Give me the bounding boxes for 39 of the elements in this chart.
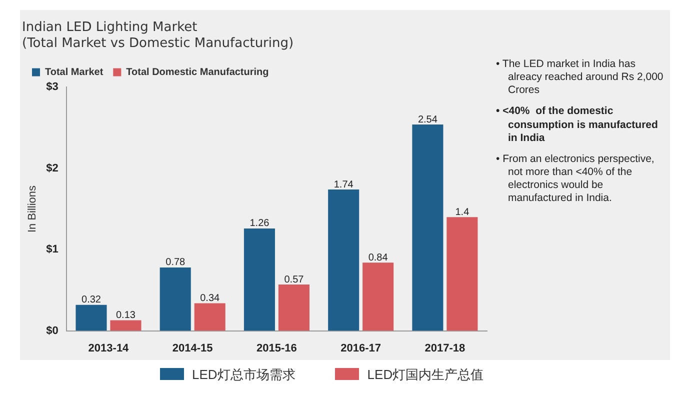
chart-title: Indian LED Lighting Market xyxy=(22,20,198,36)
text: LED灯国内生产总值 xyxy=(367,367,484,382)
data-label: 0.84 xyxy=(368,252,388,264)
data-label: 0.34 xyxy=(200,292,220,304)
data-label: 2.54 xyxy=(418,114,438,126)
bar xyxy=(362,262,394,331)
bar xyxy=(328,190,360,331)
bar xyxy=(244,228,275,331)
data-label: 0.32 xyxy=(82,294,102,306)
data-label: 0.57 xyxy=(284,274,304,286)
y-tick-label: $2 xyxy=(46,162,58,174)
x-tick-label: 2013-14 xyxy=(88,342,130,354)
text: • <40% of the domestic consumption is manufactured in India xyxy=(496,105,659,145)
x-tick-label: 2015-16 xyxy=(256,342,297,354)
bar xyxy=(110,320,142,331)
bar xyxy=(194,303,226,331)
bar xyxy=(446,217,478,331)
x-tick-label: 2016-17 xyxy=(340,342,382,354)
chart-subtitle: (Total Market vs Domestic Manufacturing) xyxy=(22,36,294,51)
data-label: 0.13 xyxy=(116,310,136,321)
bar xyxy=(160,267,191,331)
data-label: 1.26 xyxy=(250,218,270,230)
data-label: 1.74 xyxy=(334,179,354,190)
y-tick-label: $1 xyxy=(46,244,58,256)
legend-label: Total Domestic Manufacturing xyxy=(126,66,269,78)
y-tick-label: $0 xyxy=(46,324,58,337)
bar xyxy=(76,304,107,331)
text: LED灯总市场需求 xyxy=(192,367,296,382)
data-label: 1.4 xyxy=(455,206,470,218)
x-tick-label: 2017-18 xyxy=(424,342,466,354)
bar xyxy=(278,284,310,331)
y-axis-title: In Billions xyxy=(26,184,39,233)
y-tick-label: $3 xyxy=(46,81,58,94)
text: • From an electronics perspective, not more than <40% of the electronics would be manufactured in India. xyxy=(496,152,656,206)
x-tick-label: 2014-15 xyxy=(172,342,213,354)
bar xyxy=(412,124,444,331)
legend-label: Total Market xyxy=(45,66,104,78)
data-label: 0.78 xyxy=(166,257,186,268)
text: • The LED market in India has alreacy reached around Rs 2,000 Crores xyxy=(496,58,664,98)
